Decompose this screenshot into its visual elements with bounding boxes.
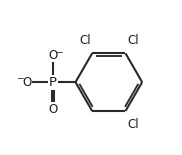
Text: Cl: Cl <box>127 118 139 131</box>
Text: P: P <box>49 76 57 89</box>
Text: O: O <box>22 76 31 89</box>
Text: Cl: Cl <box>79 34 91 47</box>
Text: Cl: Cl <box>127 34 139 47</box>
Text: O: O <box>48 103 58 116</box>
Text: −: − <box>16 73 24 82</box>
Text: −: − <box>55 47 63 56</box>
Text: O: O <box>48 49 58 62</box>
